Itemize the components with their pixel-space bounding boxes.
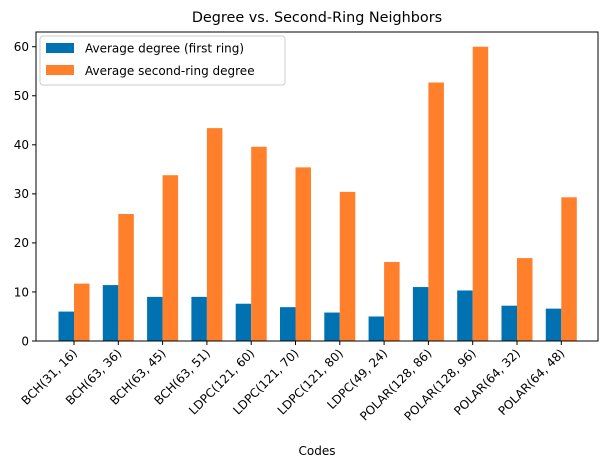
bar-first-ring-4 — [235, 303, 252, 341]
bar-second-ring-7 — [384, 262, 400, 341]
legend-swatch-first-ring — [46, 43, 74, 53]
y-tick-label: 30 — [14, 187, 29, 201]
bar-first-ring-6 — [324, 312, 340, 341]
bar-first-ring-5 — [280, 307, 296, 341]
bar-first-ring-2 — [147, 296, 163, 341]
y-tick-label: 20 — [14, 236, 29, 250]
y-axis: 0 10 20 30 40 50 60 — [14, 40, 36, 348]
bar-second-ring-10 — [517, 258, 533, 341]
bar-second-ring-6 — [339, 191, 356, 341]
bars-group — [58, 46, 577, 342]
legend-swatch-second-ring — [46, 65, 74, 75]
x-axis-label: Codes — [299, 444, 336, 458]
bar-first-ring-10 — [501, 305, 517, 341]
bar-second-ring-8 — [428, 82, 444, 342]
legend-box — [39, 35, 286, 86]
bar-first-ring-11 — [545, 308, 562, 341]
bar-second-ring-3 — [206, 128, 223, 341]
bar-first-ring-1 — [102, 285, 119, 341]
bar-first-ring-3 — [191, 296, 207, 341]
legend-label-second-ring: Average second-ring degree — [85, 64, 255, 78]
legend-label-first-ring: Average degree (first ring) — [85, 42, 244, 56]
bar-first-ring-8 — [412, 287, 429, 341]
y-tick-label: 10 — [14, 285, 29, 299]
bar-first-ring-0 — [58, 311, 74, 341]
bar-second-ring-0 — [74, 283, 90, 341]
x-axis: BCH(31, 16)BCH(63, 36)BCH(63, 45)BCH(63,… — [19, 341, 567, 424]
bar-second-ring-1 — [118, 213, 134, 341]
chart-title: Degree vs. Second-Ring Neighbors — [192, 10, 442, 26]
y-tick-label: 60 — [14, 40, 29, 54]
bar-second-ring-4 — [251, 146, 267, 341]
plot-frame — [35, 31, 599, 342]
bar-second-ring-2 — [162, 175, 179, 341]
y-tick-label: 50 — [14, 89, 29, 103]
bar-first-ring-9 — [457, 290, 473, 341]
bar-second-ring-9 — [472, 46, 489, 342]
bar-second-ring-5 — [295, 167, 311, 341]
y-tick-label: 0 — [21, 334, 29, 348]
bar-second-ring-11 — [561, 197, 577, 341]
y-tick-label: 40 — [14, 138, 29, 152]
legend: Average degree (first ring) Average seco… — [39, 35, 286, 86]
bar-first-ring-7 — [368, 316, 385, 341]
